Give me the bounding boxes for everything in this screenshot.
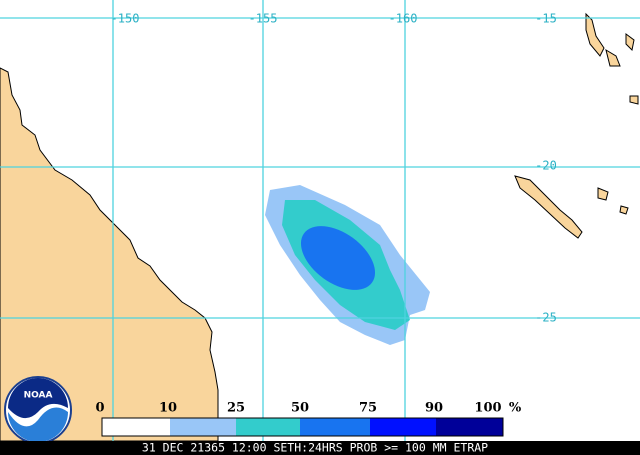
- legend-swatch: [436, 418, 503, 436]
- probability-area: [300, 226, 376, 290]
- legend-label: 90: [425, 401, 443, 416]
- legend-swatch: [102, 418, 170, 436]
- footer-text: 31 DEC 21365 12:00 SETH:24HRS PROB >= 10…: [142, 441, 488, 455]
- legend-swatch: [236, 418, 300, 436]
- logo-wave: [8, 407, 68, 442]
- latitude-label: -20: [535, 159, 557, 173]
- legend-frame: [101, 417, 504, 437]
- legend-label: 50: [291, 401, 309, 416]
- island: [514, 175, 583, 239]
- logo-text: NOAA: [24, 391, 53, 401]
- island: [605, 48, 621, 67]
- legend-unit: %: [509, 401, 522, 416]
- land: [0, 67, 219, 442]
- footer-bar: [0, 441, 640, 455]
- legend-swatch: [170, 418, 236, 436]
- legend-label: 100: [474, 401, 501, 416]
- island: [585, 12, 605, 57]
- legend-label: 75: [359, 401, 377, 416]
- island: [597, 187, 609, 201]
- latitude-label: -15: [535, 12, 557, 26]
- latitude-label: -25: [535, 311, 557, 325]
- longitude-label: -155: [249, 12, 278, 26]
- legend-label: 10: [159, 401, 177, 416]
- legend-label: 25: [227, 401, 245, 416]
- longitude-label: -160: [389, 12, 418, 26]
- legend-swatch: [300, 418, 370, 436]
- island: [625, 33, 635, 52]
- legend-swatch: [370, 418, 436, 436]
- logo-sky: [8, 378, 68, 419]
- island: [629, 95, 639, 105]
- island: [619, 205, 629, 215]
- longitude-label: -150: [111, 12, 140, 26]
- legend-label: 0: [95, 401, 104, 416]
